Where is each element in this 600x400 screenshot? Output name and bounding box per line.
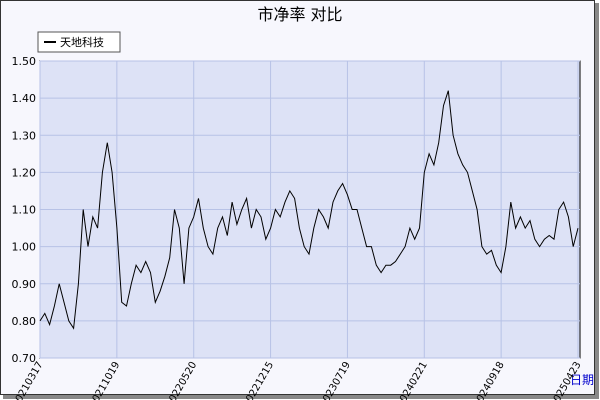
shadow bbox=[595, 3, 599, 399]
y-tick-label: 1.20 bbox=[12, 166, 37, 179]
y-tick-label: 1.10 bbox=[12, 204, 37, 217]
y-tick-label: 1.00 bbox=[12, 241, 37, 254]
legend bbox=[37, 31, 121, 53]
y-tick-label: 1.40 bbox=[12, 92, 37, 105]
shadow bbox=[3, 395, 598, 399]
legend-label: 天地科技 bbox=[60, 35, 104, 49]
y-tick-label: 1.30 bbox=[12, 129, 37, 142]
x-axis-label: 日期 bbox=[570, 373, 594, 387]
y-tick-label: 0.90 bbox=[12, 278, 37, 291]
chart-title: 市净率 对比 bbox=[257, 5, 342, 24]
y-tick-label: 0.80 bbox=[12, 315, 37, 328]
y-tick-label: 0.70 bbox=[12, 352, 37, 365]
data-line bbox=[39, 90, 579, 330]
y-tick-label: 1.50 bbox=[12, 55, 37, 68]
